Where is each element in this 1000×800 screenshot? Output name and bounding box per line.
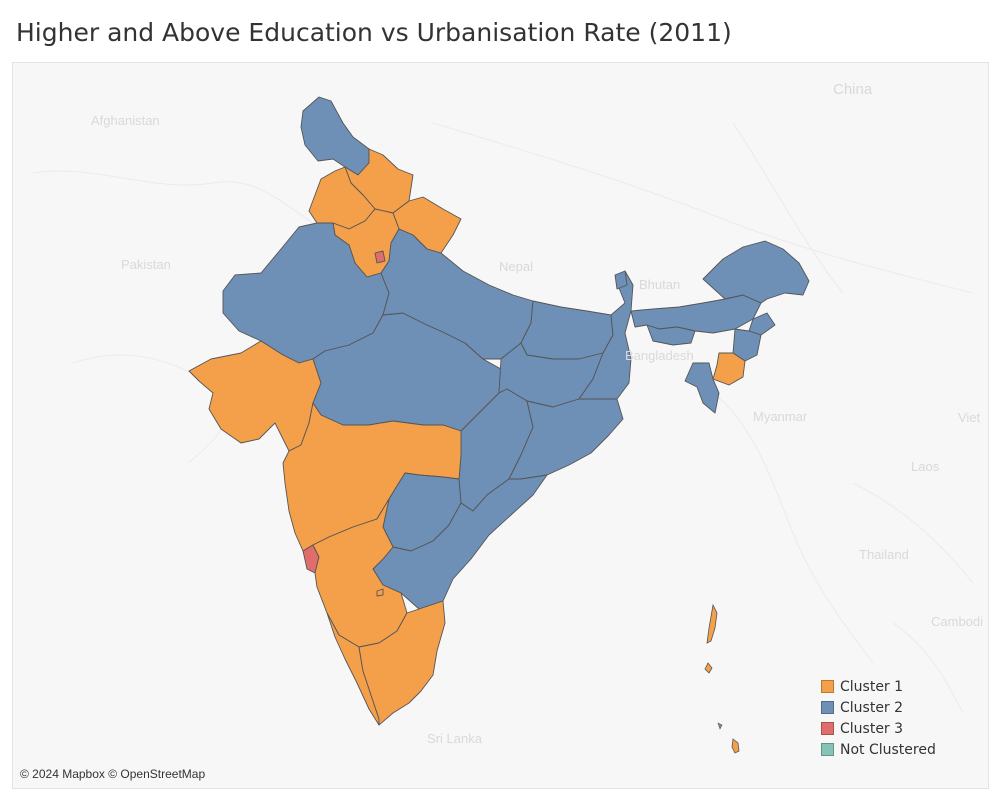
region-andaman-nicobar[interactable]: [704, 603, 740, 754]
region-karnataka: [312, 498, 408, 648]
label-cambodia: Cambodi: [931, 614, 984, 629]
label-bhutan: Bhutan: [639, 277, 681, 292]
region-delhi: [374, 250, 386, 264]
label-afghanistan: Afghanistan: [91, 113, 160, 128]
basemap-borders: [32, 122, 974, 714]
label-pakistan: Pakistan: [121, 257, 171, 272]
region-tamil-nadu: [358, 600, 446, 726]
label-myanmar: Myanmar: [753, 409, 808, 424]
region-puducherry: [376, 588, 384, 597]
region-odisha: [508, 398, 624, 480]
region-andhra-pradesh: [372, 474, 548, 610]
label-china: China: [833, 81, 873, 98]
map-canvas[interactable]: [13, 63, 988, 788]
region-nagaland: [748, 312, 776, 336]
label-sri-lanka: Sri Lanka: [427, 731, 482, 746]
region-arunachal: [702, 240, 810, 304]
region-sikkim: [614, 270, 628, 290]
legend-label: Cluster 3: [840, 720, 904, 737]
legend-swatch: [821, 743, 834, 756]
region-jammu-kashmir: [300, 96, 370, 176]
legend-item-cluster-1[interactable]: Cluster 1: [821, 676, 936, 697]
legend-item-not-clustered[interactable]: Not Clustered: [821, 739, 936, 760]
page-title: Higher and Above Education vs Urbanisati…: [16, 18, 732, 47]
legend-swatch: [821, 722, 834, 735]
region-bihar: [520, 300, 614, 360]
legend-swatch: [821, 701, 834, 714]
legend-label: Cluster 2: [840, 699, 904, 716]
map-attribution[interactable]: © 2024 Mapbox © OpenStreetMap: [20, 767, 206, 781]
label-laos: Laos: [911, 459, 940, 474]
region-mizoram: [712, 352, 746, 386]
india-regions[interactable]: [188, 96, 810, 726]
label-vietnam: Viet: [958, 410, 981, 425]
label-bangladesh: Bangladesh: [625, 348, 694, 363]
legend-item-cluster-3[interactable]: Cluster 3: [821, 718, 936, 739]
label-thailand: Thailand: [859, 547, 909, 562]
region-meghalaya: [646, 324, 696, 346]
label-nepal: Nepal: [499, 259, 533, 274]
region-tripura: [684, 362, 720, 414]
legend-label: Cluster 1: [840, 678, 904, 695]
legend-swatch: [821, 680, 834, 693]
legend-label: Not Clustered: [840, 741, 936, 758]
legend: Cluster 1 Cluster 2 Cluster 3 Not Cluste…: [821, 676, 936, 760]
legend-item-cluster-2[interactable]: Cluster 2: [821, 697, 936, 718]
map-view[interactable]: Afghanistan Pakistan China Nepal Bhutan …: [12, 62, 989, 789]
